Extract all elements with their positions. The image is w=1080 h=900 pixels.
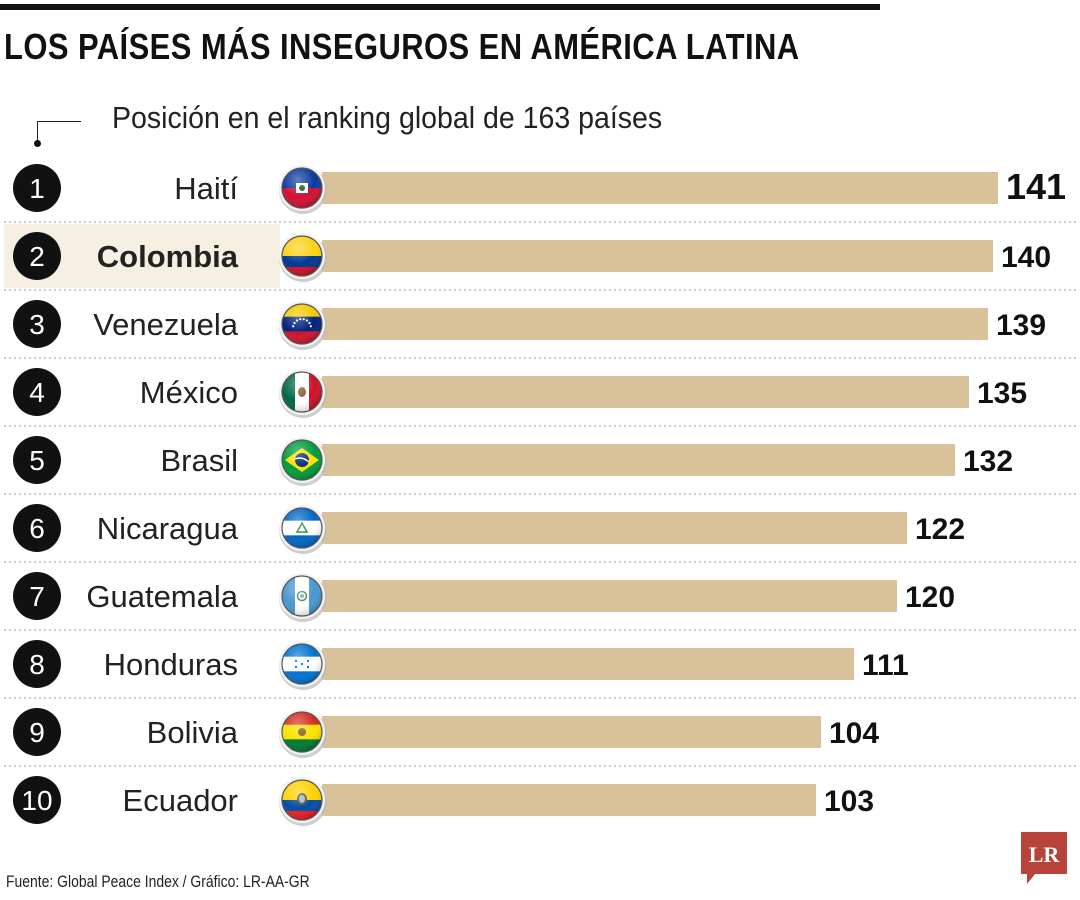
guatemala-flag-icon <box>279 573 327 622</box>
rank-circle <box>13 436 61 484</box>
subtitle-leader-dot <box>34 140 41 147</box>
country-label: Bolivia <box>147 715 239 750</box>
colombia-flag-icon <box>279 233 327 282</box>
rank-circle <box>13 300 61 348</box>
ecuador-flag-icon <box>279 777 327 826</box>
bar <box>322 308 988 340</box>
value-label: 103 <box>824 785 874 818</box>
value-label: 139 <box>996 309 1046 342</box>
rank-circle <box>13 572 61 620</box>
rank-number: 2 <box>29 241 45 272</box>
value-label: 132 <box>963 445 1013 478</box>
bar <box>322 716 821 748</box>
top-rule <box>0 4 880 10</box>
country-label: Brasil <box>160 443 238 478</box>
lr-logo-icon: LR <box>1021 832 1067 884</box>
bolivia-flag-icon <box>279 709 327 758</box>
bar <box>322 376 969 408</box>
chart-subtitle: Posición en el ranking global de 163 paí… <box>112 100 663 135</box>
chart-title: LOS PAÍSES MÁS INSEGUROS EN AMÉRICA LATI… <box>4 26 800 67</box>
source-footer: Fuente: Global Peace Index / Gráfico: LR… <box>6 872 310 891</box>
bar <box>322 172 998 204</box>
logo-text: LR <box>1029 842 1061 867</box>
country-label: Nicaragua <box>97 511 239 546</box>
rank-number: 8 <box>29 649 45 680</box>
rank-circle <box>13 368 61 416</box>
bar <box>322 580 897 612</box>
rank-number: 5 <box>29 445 45 476</box>
country-label: Ecuador <box>123 783 238 818</box>
value-label: 140 <box>1001 241 1051 274</box>
country-label: Venezuela <box>93 307 239 342</box>
value-label: 122 <box>915 513 965 546</box>
rank-number: 4 <box>29 377 45 408</box>
value-label: 135 <box>977 377 1027 410</box>
bar <box>322 240 993 272</box>
country-label: Guatemala <box>86 579 238 614</box>
subtitle-leader-drop <box>37 121 38 143</box>
rank-number: 1 <box>29 173 45 204</box>
venezuela-flag-icon <box>279 301 327 350</box>
value-label: 104 <box>829 717 879 750</box>
country-label: Haití <box>174 171 238 206</box>
value-label: 111 <box>862 649 909 682</box>
rank-circle <box>13 232 61 280</box>
rank-circle <box>13 640 61 688</box>
rank-circle <box>13 504 61 552</box>
country-label: México <box>140 375 238 410</box>
bar <box>322 512 907 544</box>
country-label: Honduras <box>104 647 238 682</box>
nicaragua-flag-icon <box>279 505 327 554</box>
bar <box>322 444 955 476</box>
rank-circle <box>13 164 61 212</box>
haiti-flag-icon <box>279 165 327 214</box>
rank-number: 10 <box>21 785 52 816</box>
value-label: 120 <box>905 581 955 614</box>
bar <box>322 648 854 680</box>
rank-number: 7 <box>29 581 45 612</box>
rank-circle <box>13 708 61 756</box>
mexico-flag-icon <box>279 369 327 418</box>
value-label: 141 <box>1006 166 1066 207</box>
bar <box>322 784 816 816</box>
rank-number: 6 <box>29 513 45 544</box>
rank-number: 3 <box>29 309 45 340</box>
rank-circle <box>13 776 61 824</box>
rank-number: 9 <box>29 717 45 748</box>
honduras-flag-icon <box>279 641 327 690</box>
brazil-flag-icon <box>279 437 327 486</box>
subtitle-leader-line <box>37 121 81 122</box>
country-label: Colombia <box>97 239 239 274</box>
